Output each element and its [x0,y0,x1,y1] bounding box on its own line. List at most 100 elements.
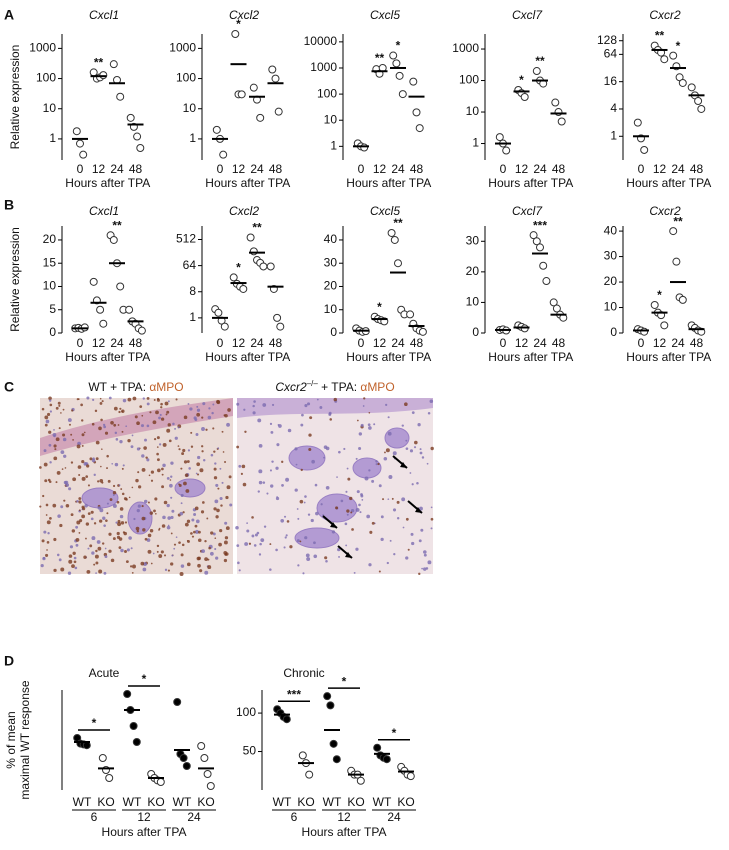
cell [77,398,80,400]
y-tick-label: 20 [324,279,338,293]
data-point [660,55,669,64]
cell [61,468,64,470]
cell [296,508,299,510]
cell [181,543,185,547]
data-point [520,93,529,101]
cell [71,564,75,569]
cell [97,480,100,483]
cell [167,569,170,572]
cell [159,413,162,417]
cell [152,552,155,555]
cell [307,402,311,406]
cell [122,398,127,403]
cell [347,477,351,481]
cell [385,448,390,453]
x-tick-label: 48 [269,336,283,350]
significance: ** [94,56,104,70]
cell [392,508,397,512]
cell [313,541,316,545]
cell [378,484,382,488]
cell [222,451,225,453]
cell [208,407,211,410]
data-point [89,277,98,286]
y-tick-label: 1000 [29,41,56,55]
cell [103,524,106,527]
cell [405,556,409,560]
cell [63,480,67,485]
cell [426,462,429,465]
cell [125,498,128,501]
y-tick-label: 10 [466,295,480,309]
y-tick-label: 1 [472,136,479,150]
x-tick-label: 0 [638,162,645,176]
cell [154,497,158,501]
cell [175,398,178,401]
cell [106,467,108,470]
cell [166,525,171,530]
significance: * [392,726,397,740]
series-label: KO [397,795,414,809]
x-tick-label: 12 [653,162,667,176]
data-point [669,227,678,236]
cell [161,473,164,476]
cell [160,417,165,421]
data-point [329,739,338,748]
cell [275,548,278,552]
cell [166,503,170,508]
cell [41,407,45,411]
significance: * [676,39,681,53]
cell [177,426,180,429]
y-tick-label: 30 [324,255,338,269]
cell [283,515,287,518]
cell [150,562,153,565]
cell [81,476,86,481]
cell [78,500,82,504]
cell [149,511,154,515]
cell [216,400,221,405]
cell [281,460,284,463]
arrow-head [330,522,337,528]
cell [104,431,109,435]
y-tick-label: 100 [176,71,196,85]
cell [212,427,215,430]
x-tick-label: 0 [217,336,224,350]
cell [78,473,81,477]
cell [119,514,124,519]
cell [114,431,118,435]
cell [227,408,231,412]
cell [113,406,118,411]
cell [73,560,77,564]
cell [130,445,134,449]
cell [130,547,133,550]
cell [43,530,47,534]
x-tick-label: 12 [515,162,529,176]
cell [89,544,93,548]
cell [178,448,181,451]
cell [382,498,385,501]
cell [153,509,156,513]
cell [303,501,306,504]
cell [173,547,176,550]
cell [175,536,178,538]
follicle [127,501,153,535]
y-tick-label: 20 [466,264,480,278]
cell [146,458,150,462]
cell [304,404,308,408]
cell [360,423,364,427]
cell [68,559,73,564]
cell [81,419,84,422]
cell [323,456,325,459]
cell [63,454,67,458]
cell [39,505,42,508]
y-tick-label: 16 [604,74,618,88]
cell [58,427,61,430]
cell [212,403,215,406]
cell [49,461,52,464]
cell [131,572,134,574]
cell [387,431,392,436]
cell [53,456,58,461]
cell [85,522,90,526]
y-axis-label: maximal WT response [18,680,32,799]
cell [99,519,103,523]
cell [118,410,121,414]
